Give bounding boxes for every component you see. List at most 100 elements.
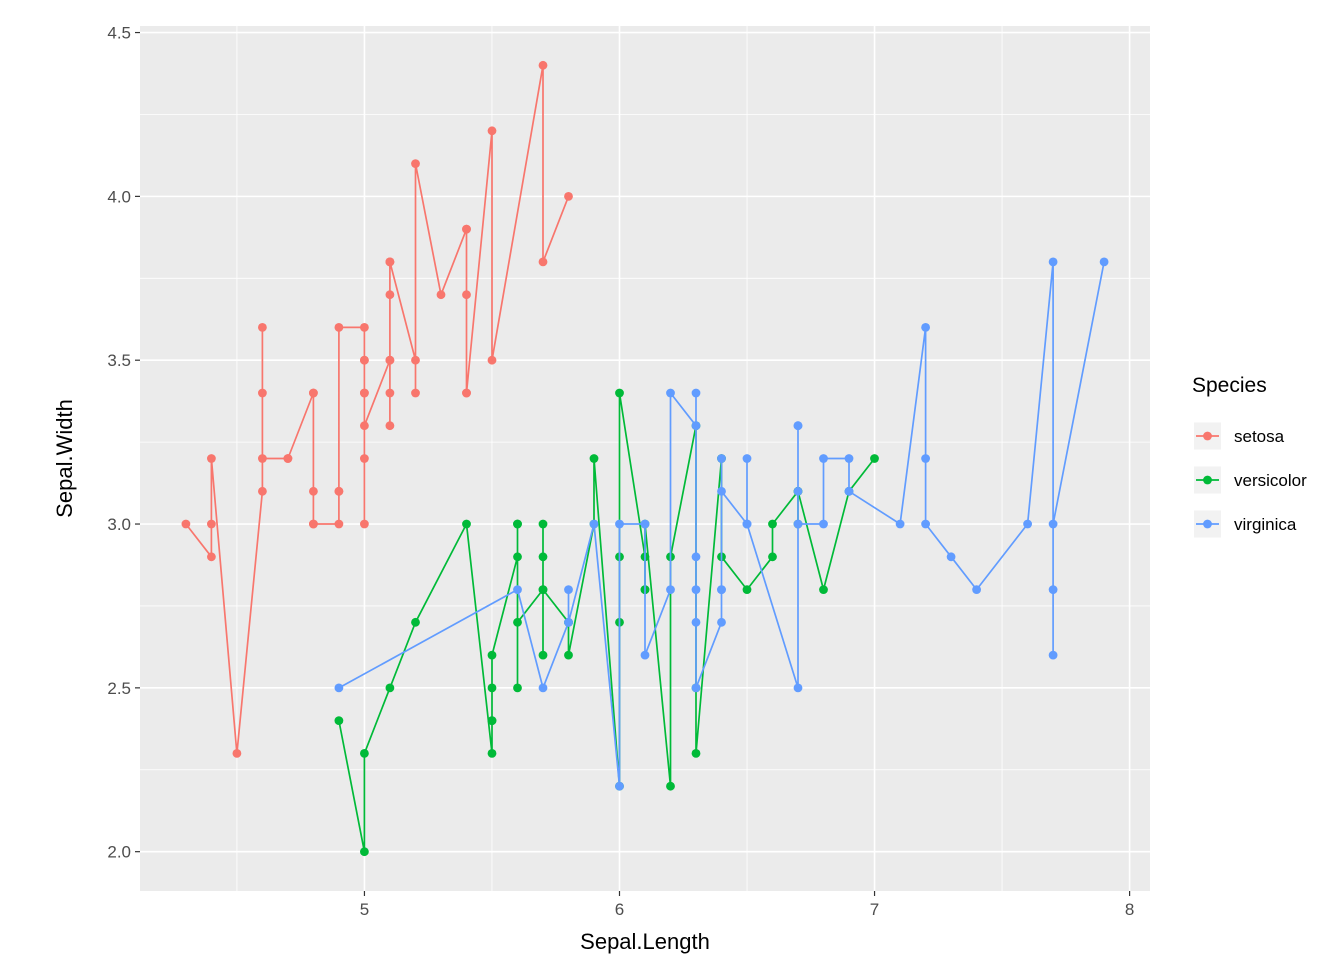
data-point-virginica <box>793 519 803 529</box>
data-point-virginica <box>564 617 573 627</box>
data-point-versicolor <box>334 716 344 725</box>
data-point-virginica <box>717 486 726 496</box>
data-point-virginica <box>691 388 701 398</box>
series-points-virginica <box>334 257 1109 791</box>
data-point-versicolor <box>870 454 879 463</box>
data-point-versicolor <box>487 683 497 693</box>
legend-label-versicolor: versicolor <box>1234 471 1307 490</box>
data-point-setosa <box>385 290 395 300</box>
data-point-virginica <box>1023 519 1032 529</box>
legend-title: Species <box>1192 374 1267 397</box>
y-tick-label: 3.0 <box>107 515 131 534</box>
data-point-virginica <box>921 519 930 529</box>
data-point-versicolor <box>538 519 548 529</box>
data-point-virginica <box>564 585 573 594</box>
data-point-versicolor <box>360 847 369 857</box>
panel-background <box>140 26 1150 891</box>
data-point-setosa <box>385 355 395 365</box>
data-point-setosa <box>334 323 344 332</box>
data-point-setosa <box>207 552 216 562</box>
data-point-virginica <box>844 486 854 496</box>
data-point-virginica <box>972 585 981 594</box>
data-point-setosa <box>309 519 318 529</box>
data-point-setosa <box>564 192 573 201</box>
data-point-setosa <box>360 388 369 398</box>
data-point-virginica <box>589 519 599 529</box>
data-point-versicolor <box>819 585 828 594</box>
data-point-versicolor <box>385 683 395 693</box>
data-point-setosa <box>411 159 420 169</box>
data-point-virginica <box>691 421 701 431</box>
data-point-versicolor <box>487 749 497 758</box>
data-point-virginica <box>793 421 803 431</box>
data-point-setosa <box>385 388 395 398</box>
data-point-versicolor <box>513 552 522 562</box>
data-point-virginica <box>615 781 624 791</box>
data-point-virginica <box>742 454 752 463</box>
series-points-setosa <box>181 60 573 758</box>
data-point-versicolor <box>462 519 471 529</box>
data-point-setosa <box>258 388 267 398</box>
data-point-setosa <box>207 454 216 463</box>
data-point-virginica <box>895 519 905 529</box>
chart-canvas: 5 6 7 8 2.0 2.5 3.0 3.5 4.0 4.5 Sepal.Length Sepal.… <box>52 24 1307 954</box>
data-point-virginica <box>1048 257 1058 267</box>
data-point-setosa <box>487 126 497 136</box>
series-points-versicolor <box>334 388 879 857</box>
data-point-versicolor <box>487 650 497 660</box>
data-point-virginica <box>921 454 930 463</box>
y-tick-label: 3.5 <box>107 351 131 370</box>
data-point-versicolor <box>360 749 369 758</box>
legend: Species setosa versicolor virginica <box>1192 374 1307 538</box>
data-point-setosa <box>258 323 267 332</box>
data-point-setosa <box>258 486 267 496</box>
y-tick-label: 4.0 <box>107 187 131 206</box>
data-point-setosa <box>207 519 216 529</box>
data-point-versicolor <box>768 552 777 562</box>
data-point-setosa <box>360 323 369 332</box>
y-tick-label: 4.5 <box>107 24 131 43</box>
data-point-versicolor <box>742 585 752 594</box>
legend-key-point-versicolor <box>1203 475 1212 485</box>
data-point-setosa <box>538 60 548 70</box>
data-point-virginica <box>513 585 522 594</box>
data-point-virginica <box>946 552 956 562</box>
data-point-virginica <box>1099 257 1109 267</box>
data-point-versicolor <box>513 617 522 627</box>
data-point-versicolor <box>487 716 497 725</box>
y-tick-label: 2.0 <box>107 843 131 862</box>
data-point-setosa <box>232 749 242 758</box>
x-tick-label: 7 <box>870 900 879 919</box>
data-point-virginica <box>1048 650 1058 660</box>
data-point-versicolor <box>615 388 624 398</box>
data-point-virginica <box>615 519 624 529</box>
data-point-virginica <box>640 519 650 529</box>
legend-key-point-setosa <box>1203 431 1212 441</box>
data-point-setosa <box>360 421 369 431</box>
data-point-versicolor <box>768 519 777 529</box>
data-point-virginica <box>691 617 701 627</box>
data-point-setosa <box>385 421 395 431</box>
data-point-virginica <box>921 323 930 332</box>
x-tick-label: 8 <box>1125 900 1134 919</box>
data-point-versicolor <box>538 585 548 594</box>
data-point-setosa <box>360 355 369 365</box>
data-point-setosa <box>360 454 369 463</box>
data-point-setosa <box>181 519 191 529</box>
data-point-virginica <box>640 650 650 660</box>
data-point-setosa <box>538 257 548 267</box>
legend-label-setosa: setosa <box>1234 427 1285 446</box>
axis-ticks <box>135 31 1131 896</box>
data-point-virginica <box>334 683 344 693</box>
data-point-setosa <box>334 486 344 496</box>
y-tick-label: 2.5 <box>107 679 131 698</box>
data-point-versicolor <box>538 650 548 660</box>
data-point-virginica <box>793 486 803 496</box>
data-point-virginica <box>1048 585 1058 594</box>
data-point-virginica <box>691 552 701 562</box>
data-point-versicolor <box>513 683 522 693</box>
data-point-versicolor <box>589 454 599 463</box>
data-point-virginica <box>844 454 854 463</box>
x-axis-title: Sepal.Length <box>580 929 710 954</box>
data-point-setosa <box>258 454 267 463</box>
